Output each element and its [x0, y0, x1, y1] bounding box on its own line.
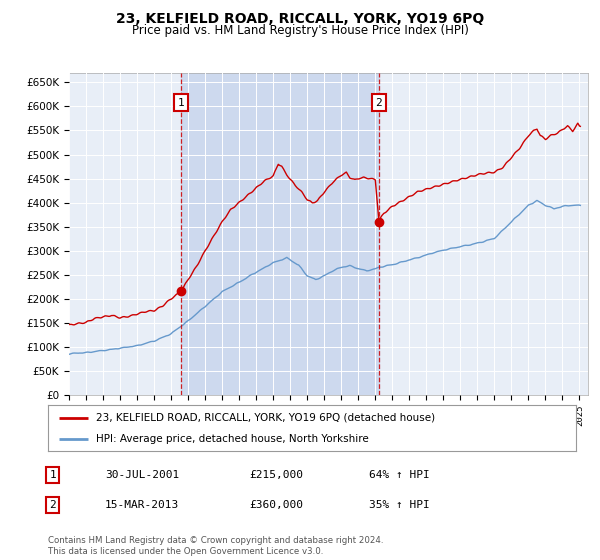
Text: £360,000: £360,000 — [249, 500, 303, 510]
Text: 2: 2 — [376, 97, 382, 108]
Text: 15-MAR-2013: 15-MAR-2013 — [105, 500, 179, 510]
Text: Contains HM Land Registry data © Crown copyright and database right 2024.
This d: Contains HM Land Registry data © Crown c… — [48, 536, 383, 556]
Text: 23, KELFIELD ROAD, RICCALL, YORK, YO19 6PQ: 23, KELFIELD ROAD, RICCALL, YORK, YO19 6… — [116, 12, 484, 26]
Text: 1: 1 — [178, 97, 184, 108]
Bar — [181, 73, 379, 395]
Text: £215,000: £215,000 — [249, 470, 303, 480]
Text: 30-JUL-2001: 30-JUL-2001 — [105, 470, 179, 480]
Text: Price paid vs. HM Land Registry's House Price Index (HPI): Price paid vs. HM Land Registry's House … — [131, 24, 469, 36]
Text: 23, KELFIELD ROAD, RICCALL, YORK, YO19 6PQ (detached house): 23, KELFIELD ROAD, RICCALL, YORK, YO19 6… — [95, 413, 434, 423]
Text: 1: 1 — [49, 470, 56, 480]
Text: 64% ↑ HPI: 64% ↑ HPI — [369, 470, 430, 480]
Text: HPI: Average price, detached house, North Yorkshire: HPI: Average price, detached house, Nort… — [95, 435, 368, 444]
Text: 35% ↑ HPI: 35% ↑ HPI — [369, 500, 430, 510]
Text: 2: 2 — [49, 500, 56, 510]
